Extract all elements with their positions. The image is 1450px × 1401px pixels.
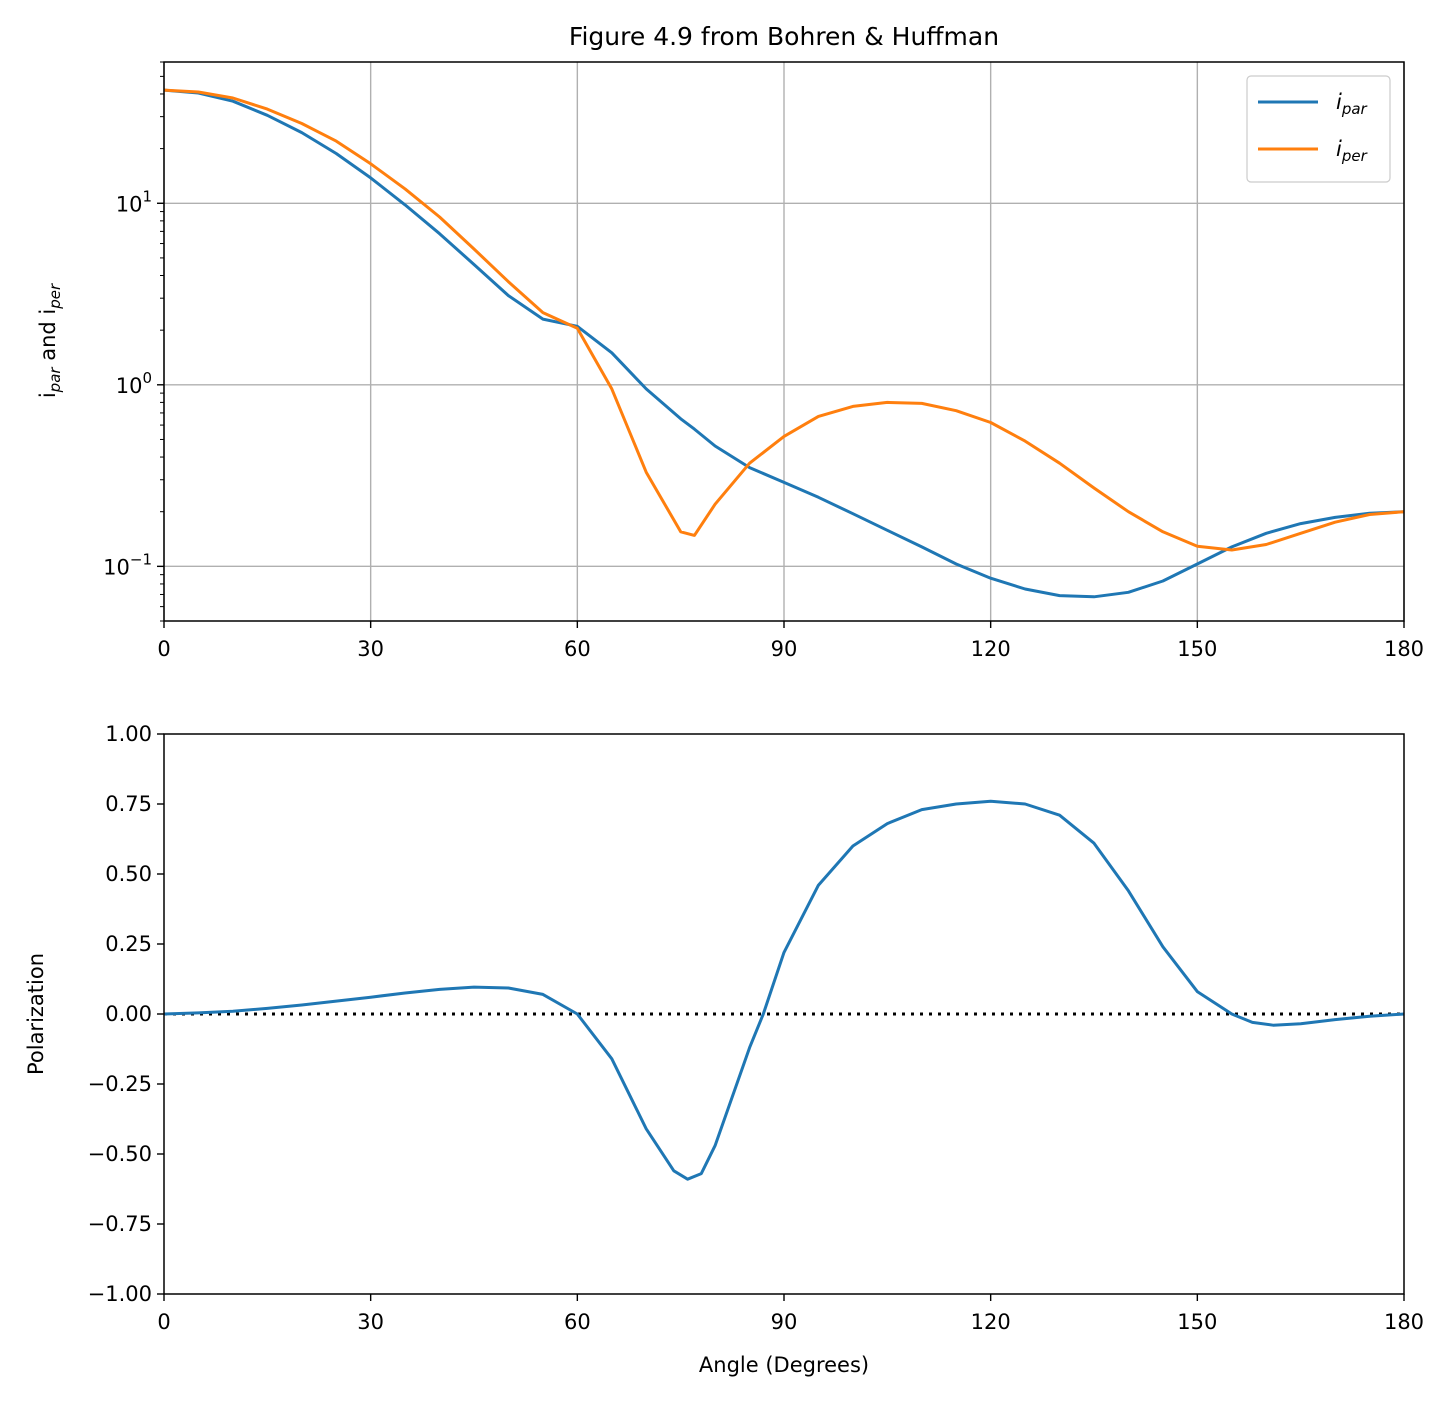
bottom-y-tick-label: −1.00 [88,1282,152,1306]
bottom-y-tick-label: 0.50 [105,862,152,886]
legend-box [1246,75,1391,183]
top-x-axis-ticks: 0 30 60 90 120 150 180 [157,621,1424,661]
top-y-label-mid: and i [36,309,60,368]
top-y-tick-label: 10−1 [103,550,152,579]
top-y-tick-label: 101 [116,187,152,216]
legend: ipar iper [1246,75,1391,183]
legend-par-sub: par [1341,100,1368,118]
legend-per-main: i [1336,137,1342,161]
series-line-i-per [163,88,1405,552]
top-y-axis-ticks: 10−1 100 101 [103,61,164,622]
top-x-tick-label: 150 [1177,637,1217,661]
top-y-label-sub2: per [46,283,64,310]
bottom-x-tick-label: 150 [1177,1310,1217,1334]
bottom-x-tick-label: 30 [357,1310,384,1334]
bottom-y-tick-label: 0.75 [105,792,152,816]
top-series-lines [163,88,1405,599]
top-x-tick-label: 30 [357,637,384,661]
bottom-x-tick-label: 120 [971,1310,1011,1334]
chart-title: Figure 4.9 from Bohren & Huffman [569,22,999,51]
bottom-y-tick-label: −0.50 [88,1142,152,1166]
series-line-i-par [163,88,1405,599]
top-gridlines [163,62,1405,621]
bottom-y-tick-label: 1.00 [105,722,152,746]
legend-entry-par: ipar [1336,90,1368,118]
bottom-y-axis-label: Polarization [24,953,48,1075]
bottom-series-lines [163,799,1405,1181]
bottom-y-tick-label: −0.25 [88,1072,152,1096]
bottom-y-tick-label: −0.75 [88,1212,152,1236]
top-y-label-main: i [36,392,60,398]
series-line-polarization [163,799,1405,1181]
top-x-tick-label: 180 [1384,637,1424,661]
bottom-x-axis-ticks: 0 30 60 90 120 150 180 [157,1294,1424,1334]
top-y-tick-label: 100 [116,369,152,398]
top-x-tick-label: 60 [564,637,591,661]
bottom-x-tick-label: 0 [157,1310,170,1334]
legend-per-sub: per [1341,147,1368,165]
bottom-x-axis-label: Angle (Degrees) [699,1353,869,1377]
bottom-chart-panel: 0 30 60 90 120 150 180 −1.00 −0.75 −0.50 −0.25 0.0… [24,722,1424,1377]
top-y-label-sub1: par [46,367,64,394]
top-x-tick-label: 0 [157,637,170,661]
bottom-x-tick-label: 60 [564,1310,591,1334]
bottom-y-tick-label: 0.25 [105,932,152,956]
legend-par-main: i [1336,90,1342,114]
legend-entry-per: iper [1336,137,1368,165]
top-chart-panel: Figure 4.9 from Bohren & Huffman 0 30 60 90… [36,22,1424,661]
bottom-x-tick-label: 180 [1384,1310,1424,1334]
bottom-x-tick-label: 90 [771,1310,798,1334]
bottom-y-tick-label: 0.00 [105,1002,152,1026]
top-y-axis-label: ipar and iper [36,283,64,398]
bottom-y-axis-ticks: −1.00 −0.75 −0.50 −0.25 0.00 0.25 0.50 0.75 1.00 [88,722,164,1306]
top-x-tick-label: 120 [971,637,1011,661]
top-x-tick-label: 90 [771,637,798,661]
